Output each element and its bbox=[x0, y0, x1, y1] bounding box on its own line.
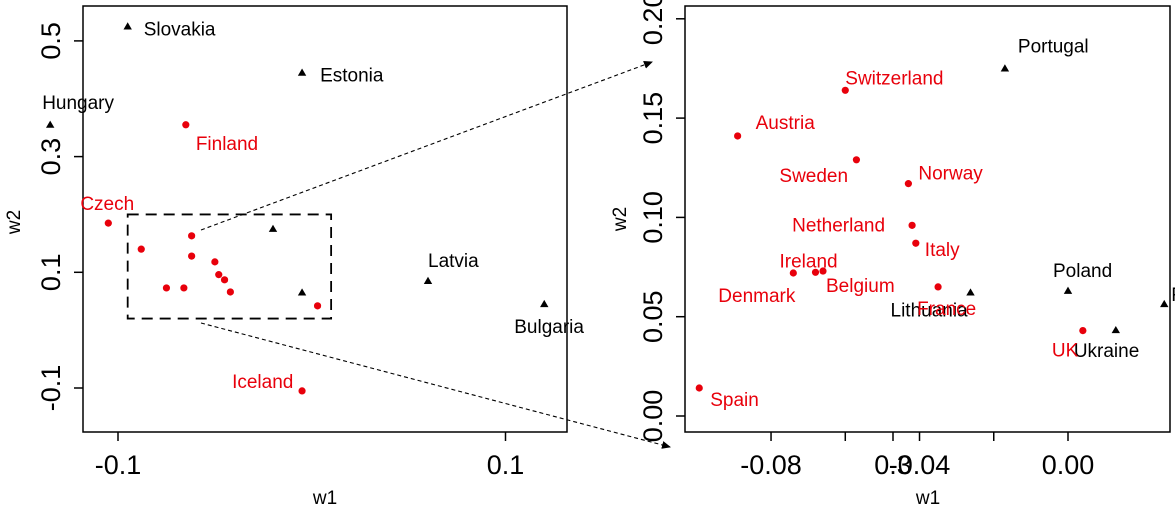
left-y-tick-label: 0.3 bbox=[36, 138, 66, 176]
right-scatter-panel: -0.08 -0.04 0.00 0.00 0.05 0.10 0.15 0.20 Port… bbox=[610, 0, 1171, 509]
point-label-spain: Spain bbox=[710, 390, 759, 411]
point-label-lithuania: Lithuania bbox=[891, 301, 969, 322]
point-marker-unlabeled-18 bbox=[188, 252, 196, 260]
right-x-tick-label: -0.08 bbox=[740, 450, 802, 480]
point-marker-unlabeled-17 bbox=[137, 245, 145, 253]
right-point-labels: Portugal Switzerland Austria Sweden Norway Ne… bbox=[718, 36, 1112, 361]
left-y-axis-label: w2 bbox=[4, 210, 25, 235]
point-label-latvia: Latvia bbox=[428, 251, 479, 272]
point-label-slovakia: Slovakia bbox=[144, 19, 216, 40]
point-marker-ukraine bbox=[1111, 325, 1121, 334]
point-label-estonia: Estonia bbox=[320, 66, 384, 87]
point-label-hungary: Hungary bbox=[42, 93, 114, 114]
point-label-russia: Russia bbox=[1171, 285, 1175, 306]
point-label-ukraine: Ukraine bbox=[1074, 341, 1139, 362]
point-label-sweden: Sweden bbox=[779, 166, 848, 187]
left-scatter-panel: -0.1 0.1 0.3 0.5 -0.1 0.1 0.3 0.5 Slovakia Esto… bbox=[4, 5, 1175, 509]
left-y-tick-label: 0.5 bbox=[36, 22, 66, 60]
point-marker-ireland bbox=[811, 268, 820, 276]
point-label-belgium: Belgium bbox=[826, 276, 895, 297]
point-marker-lithuania bbox=[966, 288, 975, 296]
point-marker-unlabeled-14 bbox=[268, 224, 278, 232]
left-y-tick-label: -0.1 bbox=[36, 365, 66, 412]
right-y-tick-label: 0.00 bbox=[638, 390, 668, 443]
point-label-portugal: Portugal bbox=[1018, 36, 1089, 57]
left-x-tick-label: 0.3 bbox=[874, 450, 912, 480]
point-label-austria: Austria bbox=[756, 113, 816, 134]
point-marker-unlabeled-19 bbox=[211, 258, 219, 266]
point-marker-unlabeled-22 bbox=[162, 284, 171, 292]
point-marker-unlabeled-16 bbox=[188, 232, 196, 240]
point-label-finland: Finland bbox=[196, 134, 258, 155]
point-marker-unlabeled-15 bbox=[297, 288, 307, 296]
right-x-axis: -0.08 -0.04 0.00 bbox=[740, 432, 1094, 480]
right-y-tick-label: 0.20 bbox=[638, 0, 668, 45]
point-marker-unlabeled-23 bbox=[180, 284, 188, 292]
left-y-axis: -0.1 0.1 0.3 0.5 bbox=[36, 22, 83, 411]
point-marker-switzerland bbox=[841, 86, 849, 94]
point-label-iceland: Iceland bbox=[232, 372, 293, 393]
point-marker-iceland bbox=[298, 387, 306, 395]
point-marker-estonia bbox=[297, 68, 307, 76]
zoom-region-box bbox=[126, 213, 333, 320]
right-y-tick-label: 0.10 bbox=[638, 191, 668, 244]
point-label-poland: Poland bbox=[1053, 261, 1112, 282]
right-x-axis-label: w1 bbox=[915, 488, 940, 509]
right-y-axis-label: w2 bbox=[610, 207, 631, 232]
point-marker-norway bbox=[904, 180, 912, 188]
point-label-ireland: Ireland bbox=[780, 251, 838, 272]
zoom-connector-top-arrow bbox=[200, 61, 653, 231]
right-y-tick-label: 0.15 bbox=[638, 92, 668, 145]
point-marker-russia bbox=[1160, 299, 1169, 308]
point-label-netherland: Netherland bbox=[792, 215, 885, 236]
right-y-axis: 0.00 0.05 0.10 0.15 0.20 bbox=[638, 0, 685, 442]
point-marker-latvia bbox=[423, 276, 433, 284]
point-marker-sweden bbox=[852, 156, 861, 164]
right-x-tick-label: 0.00 bbox=[1042, 450, 1095, 480]
point-marker-hungary bbox=[45, 120, 55, 128]
point-marker-unlabeled-21 bbox=[220, 276, 229, 284]
point-marker-spain bbox=[695, 384, 703, 392]
left-x-tick-label: 0.1 bbox=[487, 450, 525, 480]
point-marker-unlabeled-24 bbox=[226, 288, 234, 296]
point-label-denmark: Denmark bbox=[718, 286, 796, 307]
left-x-axis-label: w1 bbox=[312, 488, 337, 509]
point-marker-slovakia bbox=[123, 22, 132, 30]
point-marker-italy bbox=[912, 239, 920, 247]
zoom-connector-bottom-arrow bbox=[200, 322, 671, 449]
point-marker-denmark bbox=[789, 269, 797, 277]
point-marker-uk bbox=[1079, 327, 1087, 335]
left-x-axis: -0.10.10.30.5 bbox=[95, 432, 912, 480]
left-x-tick-label: -0.1 bbox=[95, 450, 142, 480]
point-marker-unlabeled-20 bbox=[215, 271, 223, 279]
point-label-france: France bbox=[917, 299, 976, 320]
point-label-norway: Norway bbox=[918, 164, 983, 185]
left-plot-frame bbox=[82, 5, 568, 433]
right-y-tick-label: 0.05 bbox=[638, 290, 668, 343]
point-label-switzerland: Switzerland bbox=[845, 68, 943, 89]
left-points bbox=[45, 22, 1169, 395]
point-marker-finland bbox=[182, 121, 190, 129]
left-point-labels: SlovakiaEstoniaHungaryFinlandCzechBelaru… bbox=[42, 19, 1175, 411]
point-marker-bulgaria bbox=[540, 299, 549, 308]
right-x-tick-label: -0.04 bbox=[889, 450, 951, 480]
point-marker-france bbox=[934, 283, 942, 291]
right-points bbox=[734, 64, 1087, 335]
point-label-uk: UK bbox=[1052, 341, 1079, 362]
right-plot-frame bbox=[684, 5, 1171, 433]
point-marker-netherland bbox=[908, 221, 916, 229]
left-y-tick-label: 0.1 bbox=[36, 254, 66, 292]
point-marker-portugal bbox=[1000, 64, 1010, 72]
point-marker-austria bbox=[734, 132, 742, 140]
point-marker-belgium bbox=[819, 267, 827, 275]
point-label-bulgaria: Bulgaria bbox=[514, 317, 584, 338]
point-label-italy: Italy bbox=[925, 240, 960, 261]
point-label-czech: Czech bbox=[80, 194, 134, 215]
point-marker-poland bbox=[1063, 286, 1073, 294]
point-marker-czech bbox=[104, 219, 112, 227]
point-marker-unlabeled-25 bbox=[313, 302, 322, 310]
